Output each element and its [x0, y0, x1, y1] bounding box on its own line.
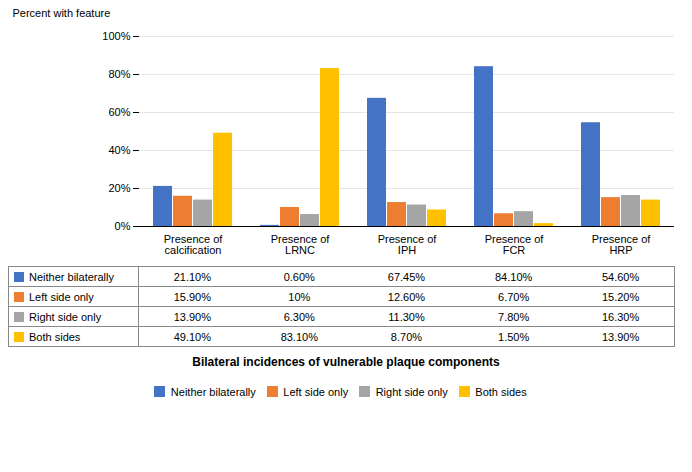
html-text:8.70%: 8.70%: [390, 330, 423, 343]
html-text:1.50%: 1.50%: [498, 330, 530, 343]
html-text:Bilateral incidences of vulner: Bilateral incidences of vulnerable plaqu…: [192, 355, 500, 369]
html-text:21.10%: 21.10%: [173, 270, 211, 283]
html-text:10%: 10%: [288, 290, 311, 303]
html-text:67.45%: 67.45%: [387, 270, 426, 283]
html-text:54.60%: 54.60%: [601, 270, 640, 283]
svg-text:40%: 40%: [108, 144, 130, 156]
svg-text:Percent with feature: Percent with feature: [13, 7, 111, 19]
html-text:7.80%: 7.80%: [498, 310, 530, 323]
svg-text:80%: 80%: [108, 68, 130, 80]
html-text:13.90%: 13.90%: [601, 330, 640, 343]
html-text:Neither bilaterally: Neither bilaterally: [170, 385, 256, 398]
svg-text:Presence ofHRP: Presence ofHRP: [592, 233, 652, 256]
html-text:15.20%: 15.20%: [601, 290, 640, 303]
html-text:Both sides: Both sides: [475, 385, 527, 398]
html-text:84.10%: 84.10%: [495, 270, 533, 283]
svg-text:0%: 0%: [115, 220, 131, 232]
html-text:0.60%: 0.60%: [283, 270, 315, 283]
html-text:49.10%: 49.10%: [173, 330, 211, 343]
svg-text:60%: 60%: [108, 106, 130, 118]
html-text:6.30%: 6.30%: [283, 310, 315, 323]
html-text:Neither bilaterally: Neither bilaterally: [29, 270, 114, 283]
svg-text:Presence ofcalcification: Presence ofcalcification: [164, 233, 224, 256]
html-text:Left side only: Left side only: [29, 290, 94, 303]
svg-text:Presence ofIPH: Presence ofIPH: [378, 233, 438, 256]
svg-text:Presence ofLRNC: Presence ofLRNC: [271, 233, 331, 256]
html-text:Right side only: Right side only: [375, 385, 448, 398]
html-text:83.10%: 83.10%: [280, 330, 318, 343]
html-text:16.30%: 16.30%: [601, 310, 640, 323]
svg-text:Presence ofFCR: Presence ofFCR: [485, 233, 545, 256]
html-text:12.60%: 12.60%: [387, 290, 426, 303]
html-text:13.90%: 13.90%: [173, 310, 211, 323]
html-text:Right side only: Right side only: [29, 310, 102, 323]
svg-text:100%: 100%: [102, 30, 130, 42]
html-text:6.70%: 6.70%: [498, 290, 530, 303]
svg-text:20%: 20%: [108, 182, 130, 194]
html-text:Left side only: Left side only: [283, 385, 349, 398]
html-text:Both sides: Both sides: [29, 330, 81, 343]
html-text:15.90%: 15.90%: [173, 290, 211, 303]
html-text:11.30%: 11.30%: [388, 310, 425, 323]
